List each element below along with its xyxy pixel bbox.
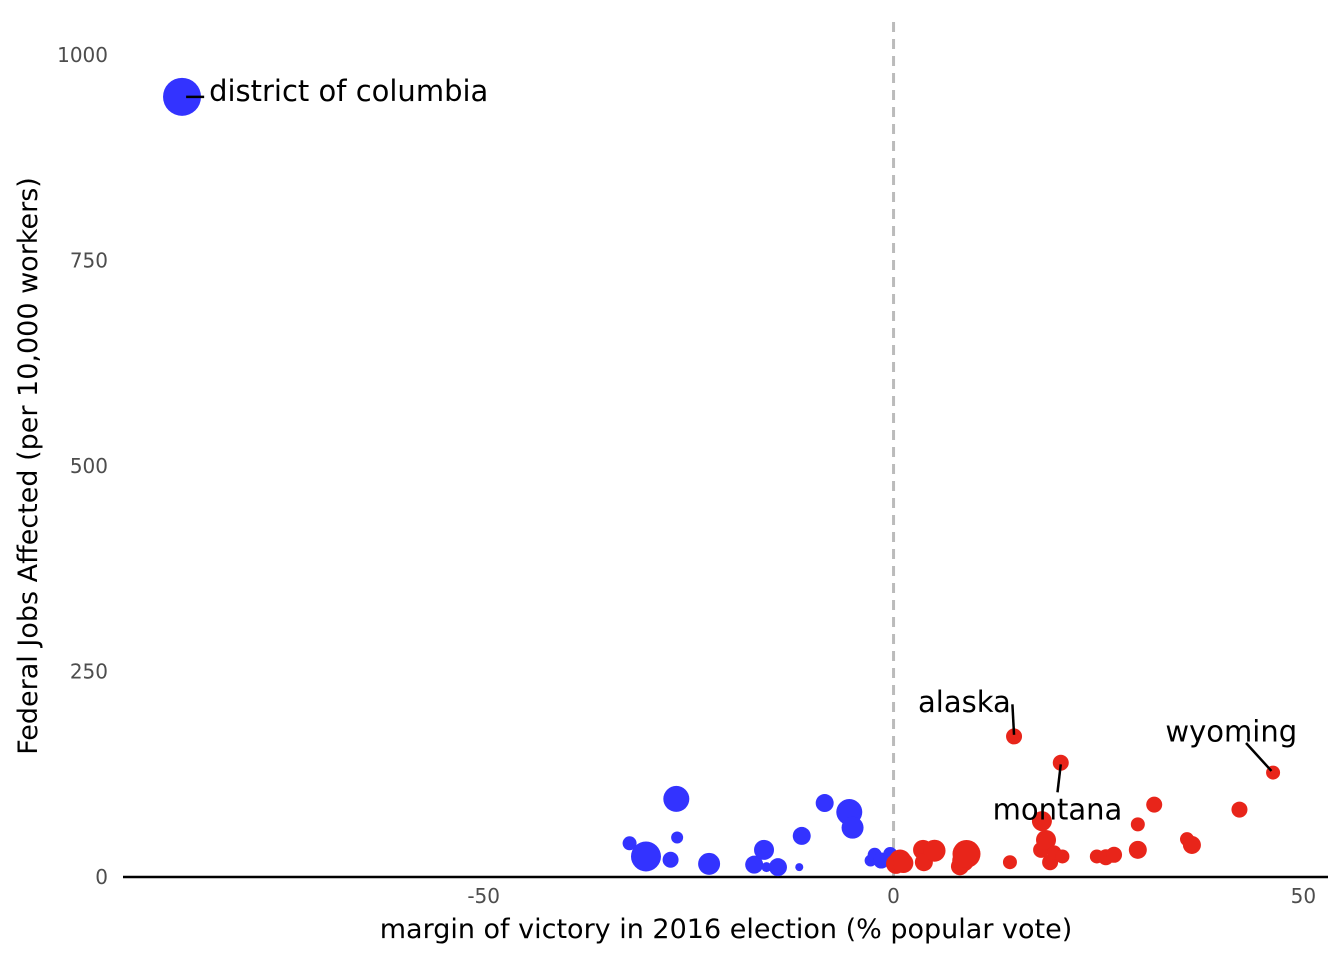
annotations-layer: district of columbia alaska montana wyoming	[186, 74, 1297, 826]
data-point-republican	[1106, 846, 1123, 863]
data-point-republican	[1231, 801, 1248, 818]
data-point-democratic	[745, 855, 764, 874]
annotation-leader-montana	[1056, 764, 1063, 793]
data-point-democratic	[163, 77, 202, 116]
x-axis-title: margin of victory in 2016 election (% po…	[380, 914, 1073, 945]
data-point-democratic	[698, 852, 721, 875]
data-point-democratic	[630, 841, 661, 872]
data-point-democratic	[761, 862, 772, 873]
data-point-republican	[952, 839, 981, 868]
data-point-democratic	[754, 839, 775, 860]
data-point-democratic	[662, 851, 679, 868]
data-point-republican	[1182, 835, 1201, 854]
y-tick-label: 750	[70, 248, 108, 272]
data-point-democratic	[671, 831, 684, 844]
y-tick-label: 0	[95, 865, 108, 889]
data-point-democratic	[768, 858, 787, 877]
data-point-democratic	[663, 785, 690, 812]
y-tick-label: 250	[70, 659, 108, 683]
annotation-label-montana: montana	[993, 792, 1123, 826]
data-point-republican	[1146, 796, 1163, 813]
points-layer	[163, 77, 1281, 877]
data-point-republican	[1006, 728, 1023, 745]
data-point-republican	[1031, 811, 1052, 832]
data-point-democratic	[815, 794, 834, 813]
data-point-republican	[1002, 855, 1017, 870]
annotation-leader-alaska	[1011, 704, 1016, 735]
data-point-republican	[893, 853, 914, 874]
y-tick-label: 1000	[57, 43, 108, 67]
x-tick-label: 50	[1291, 884, 1316, 908]
data-point-republican	[1036, 830, 1057, 851]
data-point-democratic	[795, 863, 804, 872]
data-point-democratic	[622, 836, 637, 851]
x-tick-label: 0	[887, 884, 900, 908]
data-point-republican	[923, 839, 946, 862]
data-point-republican	[1130, 817, 1145, 832]
annotation-label-district-of-columbia: district of columbia	[209, 74, 488, 108]
data-point-republican	[1128, 840, 1147, 859]
data-point-republican	[1055, 849, 1070, 864]
data-point-democratic	[792, 826, 811, 845]
y-tick-label: 500	[70, 454, 108, 478]
annotation-label-alaska: alaska	[918, 685, 1011, 719]
x-tick-label: -50	[467, 884, 500, 908]
data-point-democratic	[841, 816, 864, 839]
data-point-republican	[1052, 754, 1069, 771]
annotation-leader-wyoming	[1245, 742, 1273, 772]
y-axis-title: Federal Jobs Affected (per 10,000 worker…	[13, 177, 44, 755]
annotation-label-wyoming: wyoming	[1165, 714, 1297, 748]
